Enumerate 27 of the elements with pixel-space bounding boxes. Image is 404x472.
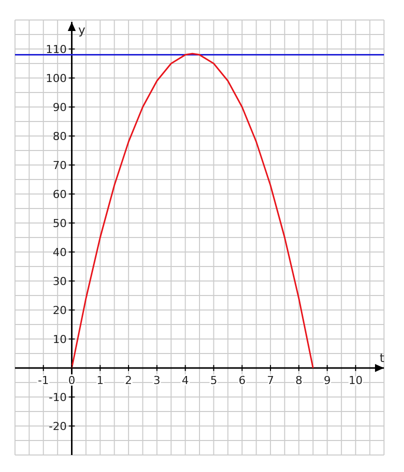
y-tick-label: 30 [52, 275, 67, 288]
x-tick-label: 10 [348, 374, 363, 387]
x-tick-label: 6 [238, 374, 246, 387]
y-tick-label: 110 [46, 43, 67, 56]
x-axis-title: t [380, 351, 385, 365]
y-tick-label: 70 [52, 159, 67, 172]
y-tick-label: -20 [48, 420, 67, 433]
y-tick-label: 100 [46, 72, 67, 85]
x-tick-label: 7 [266, 374, 274, 387]
y-axis-title: y [78, 23, 86, 37]
y-tick-label: 50 [52, 217, 67, 230]
x-tick-label: 3 [153, 374, 160, 387]
y-tick-label: -10 [48, 391, 67, 404]
line-series [71, 52, 314, 369]
x-tick-label: -1 [38, 374, 49, 387]
y-tick-label: 10 [52, 333, 67, 346]
x-tick-label: 8 [295, 374, 302, 387]
y-tick-label: 40 [52, 246, 67, 259]
x-tick-label: 1 [96, 374, 104, 387]
y-tick-label: 80 [52, 130, 67, 143]
x-tick-label: 5 [210, 374, 218, 387]
y-tick-label: 20 [52, 304, 67, 317]
y-tick-label: 60 [52, 188, 67, 201]
x-tick-label: 9 [324, 374, 331, 387]
x-tick-label: 4 [182, 374, 189, 387]
x-tick-label: 2 [125, 374, 132, 387]
y-tick-label: 90 [52, 101, 67, 114]
